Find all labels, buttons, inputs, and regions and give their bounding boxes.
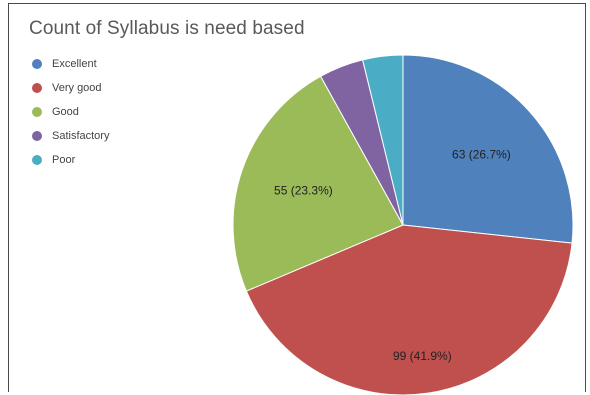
- slice-label-excellent: 63 (26.7%): [452, 148, 511, 162]
- legend-label-poor: Poor: [52, 154, 76, 166]
- legend-label-satisfactory: Satisfactory: [52, 130, 110, 142]
- pie-slice-good: [232, 75, 404, 292]
- legend-swatch-excellent: [32, 59, 42, 69]
- legend-swatch-good: [32, 107, 42, 117]
- legend-swatch-poor: [32, 155, 42, 165]
- legend-swatch-very-good: [32, 83, 42, 93]
- legend-item-good: Good: [32, 100, 109, 124]
- legend-label-very-good: Very good: [52, 82, 102, 94]
- chart-title: Count of Syllabus is need based: [29, 18, 305, 39]
- legend-item-very-good: Very good: [32, 76, 109, 100]
- legend-swatch-satisfactory: [32, 131, 42, 141]
- pie-slice-excellent: [402, 54, 574, 244]
- pie-slice-poor: [362, 54, 404, 226]
- legend-item-excellent: Excellent: [32, 52, 109, 76]
- legend-label-good: Good: [52, 106, 79, 118]
- legend-item-satisfactory: Satisfactory: [32, 124, 109, 148]
- legend-label-excellent: Excellent: [52, 58, 97, 70]
- slice-label-good: 55 (23.3%): [274, 184, 333, 198]
- chart-legend: Excellent Very good Good Satisfactory Po…: [32, 52, 109, 172]
- legend-item-poor: Poor: [32, 148, 109, 172]
- slice-label-very-good: 99 (41.9%): [393, 349, 452, 363]
- pie-slice-very-good: [245, 224, 573, 395]
